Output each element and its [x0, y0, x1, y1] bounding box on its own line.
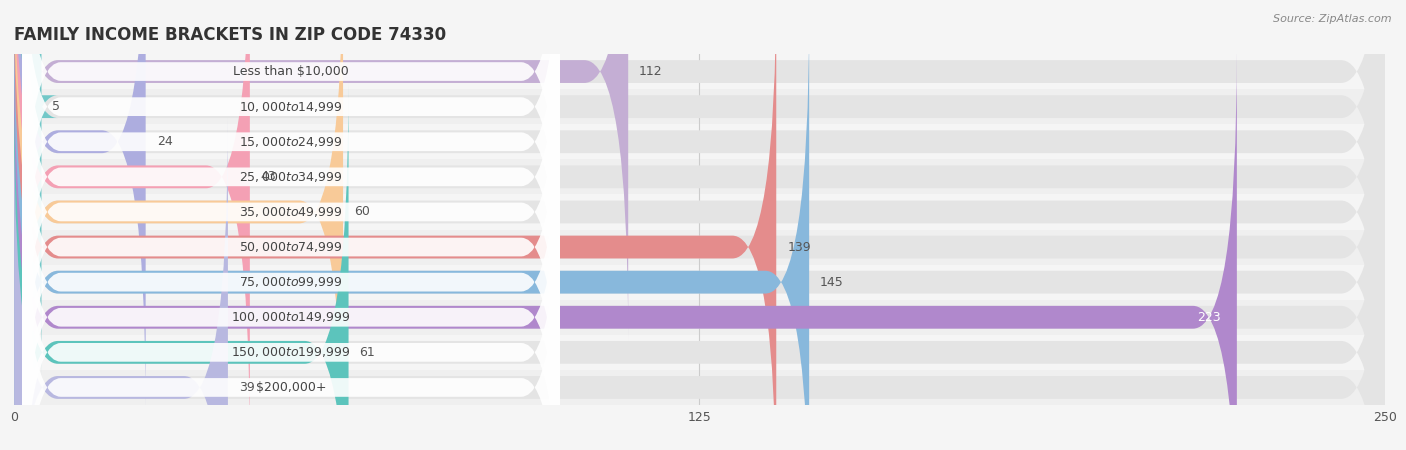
Text: FAMILY INCOME BRACKETS IN ZIP CODE 74330: FAMILY INCOME BRACKETS IN ZIP CODE 74330	[14, 26, 446, 44]
Bar	[14, 230, 1385, 265]
Bar	[14, 54, 1385, 89]
Text: $100,000 to $149,999: $100,000 to $149,999	[231, 310, 350, 324]
FancyBboxPatch shape	[14, 0, 628, 341]
Bar	[14, 370, 1385, 405]
Text: $15,000 to $24,999: $15,000 to $24,999	[239, 135, 343, 149]
FancyBboxPatch shape	[14, 0, 1385, 450]
Text: Less than $10,000: Less than $10,000	[233, 65, 349, 78]
Text: 145: 145	[820, 276, 844, 288]
FancyBboxPatch shape	[0, 0, 58, 376]
Text: $200,000+: $200,000+	[256, 381, 326, 394]
FancyBboxPatch shape	[14, 13, 1385, 450]
FancyBboxPatch shape	[14, 0, 1385, 450]
FancyBboxPatch shape	[14, 118, 228, 450]
Text: 61: 61	[360, 346, 375, 359]
Text: $50,000 to $74,999: $50,000 to $74,999	[239, 240, 343, 254]
FancyBboxPatch shape	[14, 83, 349, 450]
Text: 5: 5	[52, 100, 60, 113]
FancyBboxPatch shape	[14, 0, 776, 450]
Text: Source: ZipAtlas.com: Source: ZipAtlas.com	[1274, 14, 1392, 23]
FancyBboxPatch shape	[22, 0, 560, 448]
FancyBboxPatch shape	[14, 13, 810, 450]
Text: 60: 60	[354, 206, 370, 218]
FancyBboxPatch shape	[22, 0, 560, 343]
FancyBboxPatch shape	[14, 48, 1385, 450]
Text: 112: 112	[640, 65, 662, 78]
Text: 24: 24	[156, 135, 173, 148]
FancyBboxPatch shape	[22, 11, 560, 450]
FancyBboxPatch shape	[22, 0, 560, 413]
FancyBboxPatch shape	[22, 46, 560, 450]
Bar	[14, 335, 1385, 370]
Bar	[14, 265, 1385, 300]
FancyBboxPatch shape	[14, 48, 1237, 450]
Bar	[14, 124, 1385, 159]
FancyBboxPatch shape	[14, 83, 1385, 450]
FancyBboxPatch shape	[22, 81, 560, 450]
FancyBboxPatch shape	[14, 0, 146, 411]
Bar	[14, 300, 1385, 335]
Text: $75,000 to $99,999: $75,000 to $99,999	[239, 275, 343, 289]
FancyBboxPatch shape	[14, 0, 250, 446]
FancyBboxPatch shape	[14, 118, 1385, 450]
FancyBboxPatch shape	[22, 151, 560, 450]
FancyBboxPatch shape	[14, 0, 1385, 341]
FancyBboxPatch shape	[22, 0, 560, 308]
Text: 139: 139	[787, 241, 811, 253]
Text: 39: 39	[239, 381, 254, 394]
FancyBboxPatch shape	[14, 0, 1385, 411]
FancyBboxPatch shape	[14, 0, 343, 450]
Text: $25,000 to $34,999: $25,000 to $34,999	[239, 170, 343, 184]
FancyBboxPatch shape	[14, 0, 1385, 446]
Text: 223: 223	[1197, 311, 1220, 324]
Text: $35,000 to $49,999: $35,000 to $49,999	[239, 205, 343, 219]
Bar	[14, 89, 1385, 124]
Bar	[14, 194, 1385, 230]
FancyBboxPatch shape	[14, 0, 1385, 376]
Text: $150,000 to $199,999: $150,000 to $199,999	[231, 345, 350, 360]
Text: $10,000 to $14,999: $10,000 to $14,999	[239, 99, 343, 114]
FancyBboxPatch shape	[22, 0, 560, 378]
Bar	[14, 159, 1385, 194]
FancyBboxPatch shape	[22, 116, 560, 450]
Text: 43: 43	[262, 171, 277, 183]
